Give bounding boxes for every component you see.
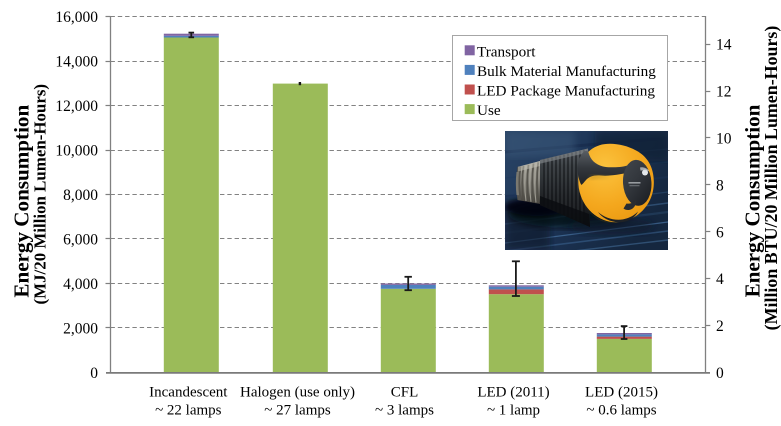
svg-text:14,000: 14,000	[55, 54, 98, 71]
svg-text:0: 0	[90, 365, 98, 382]
svg-text:LED (2015): LED (2015)	[585, 385, 658, 401]
svg-text:8,000: 8,000	[63, 187, 98, 204]
svg-text:Use: Use	[477, 102, 501, 119]
svg-text:2,000: 2,000	[63, 321, 98, 338]
svg-text:Incandescent: Incandescent	[149, 385, 228, 401]
svg-text:(Million BTU/20 Million Lumen-: (Million BTU/20 Million Lumen-Hours)	[761, 26, 781, 331]
svg-text:~ 22 lamps: ~ 22 lamps	[155, 403, 222, 419]
svg-text:Bulk Material Manufacturing: Bulk Material Manufacturing	[477, 63, 656, 80]
svg-text:0: 0	[716, 365, 724, 382]
svg-text:6: 6	[716, 224, 724, 241]
svg-text:10,000: 10,000	[55, 143, 98, 160]
svg-text:2: 2	[716, 318, 724, 335]
svg-text:LED Package Manufacturing: LED Package Manufacturing	[477, 83, 655, 100]
svg-text:~ 1 lamp: ~ 1 lamp	[487, 403, 540, 419]
svg-text:14: 14	[716, 37, 732, 54]
svg-text:LED (2011): LED (2011)	[477, 385, 549, 401]
svg-text:~ 0.6 lamps: ~ 0.6 lamps	[586, 403, 656, 419]
svg-text:10: 10	[716, 131, 732, 148]
svg-text:4: 4	[716, 271, 724, 288]
svg-text:~ 3 lamps: ~ 3 lamps	[375, 403, 434, 419]
svg-text:Energy Consumption: Energy Consumption	[10, 105, 34, 298]
svg-text:Halogen (use only): Halogen (use only)	[240, 385, 355, 401]
svg-text:Energy Consumption: Energy Consumption	[741, 104, 765, 297]
svg-text:4,000: 4,000	[63, 276, 98, 293]
svg-text:16,000: 16,000	[55, 9, 98, 26]
svg-text:~ 27 lamps: ~ 27 lamps	[264, 403, 331, 419]
svg-text:(MJ/20 Million Lumen-Hours): (MJ/20 Million Lumen-Hours)	[31, 84, 50, 305]
svg-text:CFL: CFL	[391, 385, 419, 401]
svg-text:12: 12	[716, 84, 732, 101]
svg-text:8: 8	[716, 177, 724, 194]
svg-text:Transport: Transport	[477, 43, 536, 60]
svg-text:12,000: 12,000	[55, 98, 98, 115]
svg-text:6,000: 6,000	[63, 232, 98, 249]
